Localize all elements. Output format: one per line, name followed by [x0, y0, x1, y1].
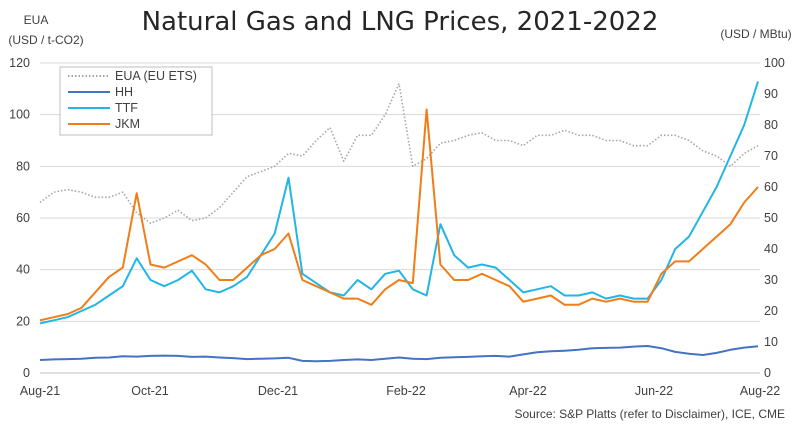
legend-item-label: EUA (EU ETS) [115, 69, 197, 83]
legend-item-label: HH [115, 85, 133, 99]
y-right-tick-label: 30 [764, 273, 778, 287]
y-left-tick-label: 60 [16, 211, 30, 225]
chart-title: Natural Gas and LNG Prices, 2021-2022 [142, 7, 659, 37]
x-tick-label: Feb-22 [386, 384, 426, 398]
x-tick-label: Oct-21 [131, 384, 169, 398]
y-left-tick-label: 20 [16, 314, 30, 328]
y-left-axis-unit-label: (USD / t-CO2) [8, 33, 83, 47]
x-tick-label: Apr-22 [509, 384, 547, 398]
y-right-tick-label: 40 [764, 242, 778, 256]
x-tick-label: Dec-21 [258, 384, 298, 398]
series-line-ttf [39, 81, 759, 325]
series-lines [39, 81, 759, 363]
y-right-tick-label: 10 [764, 335, 778, 349]
legend-item-label: TTF [115, 101, 138, 115]
axes: 0 20 40 60 80 100 120 0 10 20 30 40 50 60 70 80 90 100 Aug… [9, 56, 785, 398]
x-tick-label: Aug-22 [740, 384, 780, 398]
y-right-tick-label: 70 [764, 149, 778, 163]
y-left-axis-label: EUA [24, 13, 49, 27]
source-note: Source: S&P Platts (refer to Disclaimer)… [514, 407, 785, 421]
y-right-tick-label: 50 [764, 211, 778, 225]
y-left-tick-label: 40 [16, 263, 30, 277]
y-left-tick-label: 0 [23, 366, 30, 380]
y-left-tick-label: 120 [9, 56, 30, 70]
x-tick-label: Aug-21 [20, 384, 60, 398]
legend: EUA (EU ETS) HH TTF JKM [59, 66, 213, 136]
series-line-jkm [39, 108, 759, 322]
x-tick-label: Jun-22 [635, 384, 673, 398]
y-left-tick-label: 100 [9, 108, 30, 122]
y-right-tick-label: 0 [764, 366, 771, 380]
series-line-hh [39, 345, 759, 363]
y-right-tick-label: 20 [764, 304, 778, 318]
y-right-tick-label: 90 [764, 87, 778, 101]
y-right-axis-label: (USD / MBtu) [720, 27, 791, 41]
series-line-eua-eu-ets [39, 82, 759, 224]
legend-item-label: JKM [115, 117, 140, 131]
y-right-tick-label: 60 [764, 180, 778, 194]
y-left-tick-label: 80 [16, 159, 30, 173]
y-right-tick-label: 80 [764, 118, 778, 132]
y-right-tick-label: 100 [764, 56, 785, 70]
